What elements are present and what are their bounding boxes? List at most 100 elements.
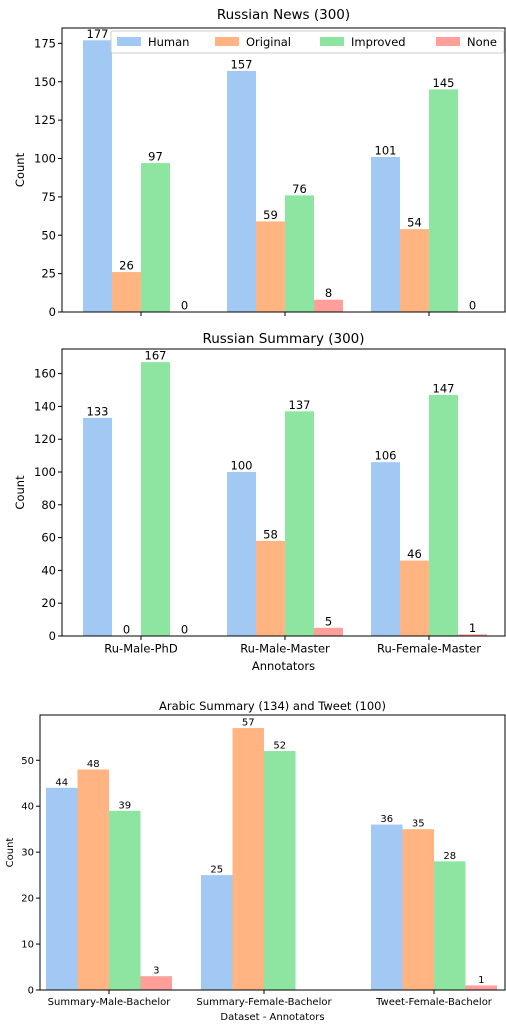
y-axis-label: Count <box>13 152 27 187</box>
data-label: 26 <box>119 259 134 273</box>
data-label: 76 <box>292 182 307 196</box>
data-label: 137 <box>289 398 311 412</box>
y-tick-label: 0 <box>28 986 34 997</box>
bar-improved-1 <box>109 810 141 990</box>
y-tick-label: 40 <box>41 563 56 577</box>
data-label: 3 <box>153 966 159 977</box>
data-label: 46 <box>407 547 422 561</box>
data-label: 0 <box>181 623 188 637</box>
data-label: 0 <box>469 299 476 313</box>
bar-none-3 <box>465 985 497 990</box>
bar-improved-1 <box>141 163 170 312</box>
data-label: 28 <box>443 851 456 862</box>
data-label: 100 <box>231 459 253 473</box>
bar-none-1 <box>140 976 172 990</box>
bar-original-3 <box>400 229 429 312</box>
data-label: 0 <box>181 299 188 313</box>
data-label: 101 <box>375 143 397 157</box>
bar-improved-1 <box>141 362 170 636</box>
legend-label: Improved <box>351 35 406 49</box>
legend-label: None <box>467 35 497 49</box>
chart-2: Russian Summary (300)1331001060584616713… <box>13 331 506 673</box>
bar-original-3 <box>400 560 429 636</box>
chart-title: Arabic Summary (134) and Tweet (100) <box>159 699 386 713</box>
bar-human-1 <box>83 417 112 636</box>
data-label: 36 <box>380 814 393 825</box>
bar-none-3 <box>458 634 487 636</box>
bar-improved-3 <box>429 394 458 636</box>
y-tick-label: 20 <box>21 894 34 905</box>
data-label: 54 <box>407 216 422 230</box>
y-tick-label: 100 <box>34 152 56 166</box>
data-label: 44 <box>55 777 68 788</box>
y-tick-label: 20 <box>41 596 56 610</box>
x-tick-label: Summary-Male-Bachelor <box>48 997 172 1008</box>
data-label: 157 <box>231 57 253 71</box>
x-tick-label: Ru-Female-Master <box>377 642 481 656</box>
data-label: 133 <box>87 404 109 418</box>
data-label: 57 <box>242 718 255 729</box>
data-label: 147 <box>433 381 455 395</box>
data-label: 59 <box>263 208 278 222</box>
data-label: 52 <box>273 741 286 752</box>
x-tick-label: Ru-Male-Master <box>240 642 330 656</box>
bar-original-2 <box>256 540 285 636</box>
bar-human-1 <box>83 40 112 313</box>
y-tick-label: 40 <box>21 802 34 813</box>
bar-human-3 <box>371 824 403 990</box>
data-label: 106 <box>375 449 397 463</box>
x-tick-label: Summary-Female-Bachelor <box>196 997 332 1008</box>
y-tick-label: 60 <box>41 531 56 545</box>
bar-human-2 <box>227 70 256 312</box>
legend-swatch-original <box>215 37 239 46</box>
chart-1: Russian News (300) 177 157 101 26 59 54 97 76 145… <box>13 7 506 319</box>
y-tick-label: 140 <box>34 399 56 413</box>
data-label: 0 <box>123 623 130 637</box>
y-tick-label: 0 <box>49 629 56 643</box>
x-tick-label: Ru-Male-PhD <box>104 642 178 656</box>
axes-frame <box>61 348 506 637</box>
data-label: 25 <box>210 865 223 876</box>
legend-swatch-improved <box>320 37 344 46</box>
bar-improved-2 <box>264 751 296 990</box>
bar-original-1 <box>112 272 141 312</box>
bar-improved-2 <box>285 195 314 312</box>
bar-human-1 <box>46 787 78 990</box>
data-label: 48 <box>87 759 100 770</box>
y-axis-label: Count <box>5 838 16 868</box>
data-label: 35 <box>412 819 425 830</box>
data-label: 5 <box>325 614 332 628</box>
x-tick-label: Tweet-Female-Bachelor <box>375 997 493 1008</box>
bar-human-3 <box>371 156 400 312</box>
data-label: 167 <box>145 349 167 363</box>
bar-none-2 <box>314 299 343 312</box>
bar-original-3 <box>402 829 434 990</box>
chart-3: Arabic Summary (134) and Tweet (100) 44 25… <box>5 699 506 1023</box>
data-label: 97 <box>148 150 163 164</box>
y-tick-label: 120 <box>34 432 56 446</box>
y-tick-label: 30 <box>21 848 34 859</box>
data-label: 145 <box>433 76 455 90</box>
data-label: 58 <box>263 527 278 541</box>
y-tick-label: 10 <box>21 940 34 951</box>
axes-frame <box>61 27 506 313</box>
chart-title: Russian Summary (300) <box>202 331 364 347</box>
bar-improved-3 <box>434 861 466 990</box>
x-axis-label: Annotators <box>252 659 315 673</box>
bar-human-2 <box>227 472 256 636</box>
y-tick-label: 75 <box>41 190 56 204</box>
data-label: 8 <box>325 286 332 300</box>
y-tick-label: 100 <box>34 465 56 479</box>
y-tick-label: 80 <box>41 498 56 512</box>
data-label: 39 <box>118 800 131 811</box>
bar-original-1 <box>77 769 109 990</box>
y-axis-label: Count <box>13 475 27 510</box>
bar-improved-3 <box>429 89 458 313</box>
data-label: 1 <box>469 621 476 635</box>
y-tick-label: 125 <box>34 113 56 127</box>
legend-label: Human <box>148 35 189 49</box>
legend: Human Original Improved None <box>110 30 505 54</box>
legend-box <box>110 30 505 54</box>
y-tick-label: 150 <box>34 75 56 89</box>
